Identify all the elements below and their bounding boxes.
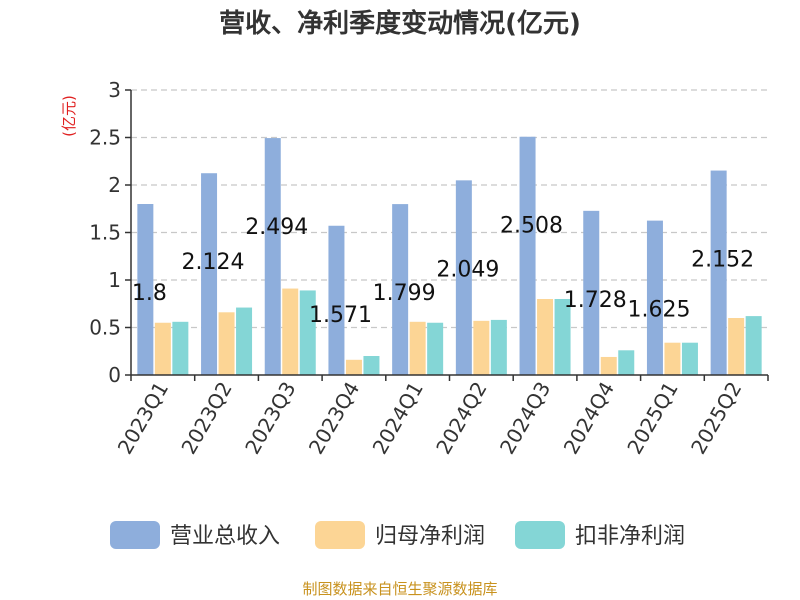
legend-swatch — [515, 521, 565, 549]
x-tick-label: 2023Q2 — [176, 378, 236, 459]
bar-1 — [409, 321, 426, 375]
legend-label: 营业总收入 — [170, 524, 280, 549]
data-label: 1.8 — [132, 281, 167, 306]
bar-1 — [537, 299, 554, 375]
y-tick-label: 2.5 — [89, 126, 121, 150]
legend-label: 扣非净利润 — [575, 524, 685, 549]
x-tick-label: 2025Q2 — [686, 378, 746, 459]
x-tick-label: 2025Q1 — [622, 378, 682, 459]
legend-swatch — [315, 521, 365, 549]
bar-0 — [519, 136, 536, 375]
x-tick-label: 2024Q1 — [368, 378, 428, 459]
bars — [137, 136, 762, 375]
bar-1 — [600, 356, 617, 375]
bar-2 — [745, 316, 762, 375]
y-tick-label: 1.5 — [89, 221, 121, 245]
x-tick-label: 2023Q4 — [304, 378, 364, 459]
data-label: 1.625 — [627, 298, 690, 323]
data-label: 2.152 — [691, 248, 754, 273]
bar-2 — [490, 319, 507, 375]
y-tick-label: 0 — [108, 363, 121, 387]
bar-0 — [455, 180, 472, 375]
bar-1 — [664, 342, 681, 375]
y-tick-label: 3 — [108, 78, 121, 102]
legend-swatch — [110, 521, 160, 549]
bar-1 — [345, 359, 362, 375]
y-axis-label: (亿元) — [60, 95, 78, 137]
data-label: 2.049 — [436, 257, 499, 282]
data-label: 1.799 — [373, 281, 436, 306]
bar-0 — [201, 173, 218, 375]
bar-2 — [363, 356, 380, 375]
chart-title: 营收、净利季度变动情况(亿元) — [219, 8, 581, 39]
data-label: 2.508 — [500, 214, 563, 239]
source-note: 制图数据来自恒生聚源数据库 — [302, 580, 497, 598]
bar-0 — [137, 204, 154, 375]
bar-0 — [328, 225, 345, 375]
bar-2 — [427, 322, 444, 375]
data-label: 1.728 — [564, 288, 627, 313]
bar-2 — [618, 350, 635, 375]
bar-1 — [282, 288, 299, 375]
bar-1 — [154, 322, 171, 375]
bar-0 — [264, 138, 281, 375]
bar-2 — [236, 307, 253, 375]
data-label: 2.124 — [182, 250, 245, 275]
bar-2 — [172, 321, 189, 375]
bar-1 — [728, 318, 745, 375]
bar-1 — [218, 312, 235, 375]
x-tick-label: 2023Q3 — [240, 378, 300, 459]
x-tick-label: 2024Q2 — [431, 378, 491, 459]
bar-2 — [299, 290, 316, 375]
bar-1 — [473, 320, 490, 375]
y-tick-label: 2 — [108, 173, 121, 197]
x-tick-label: 2024Q4 — [559, 378, 619, 459]
x-tick-label: 2024Q3 — [495, 378, 555, 459]
grid-lines — [131, 89, 768, 329]
bar-0 — [710, 170, 727, 375]
bar-2 — [554, 299, 571, 375]
bar-0 — [392, 204, 409, 375]
y-tick-label: 1 — [108, 268, 121, 292]
y-tick-label: 0.5 — [89, 316, 121, 340]
data-label: 1.571 — [309, 303, 372, 328]
data-label: 2.494 — [245, 215, 308, 240]
bar-0 — [583, 210, 600, 375]
x-tick-label: 2023Q1 — [113, 378, 173, 459]
bar-2 — [681, 342, 698, 375]
legend: 营业总收入 归母净利润 扣非净利润 — [110, 521, 685, 549]
bar-0 — [646, 220, 663, 375]
legend-label: 归母净利润 — [375, 524, 485, 549]
